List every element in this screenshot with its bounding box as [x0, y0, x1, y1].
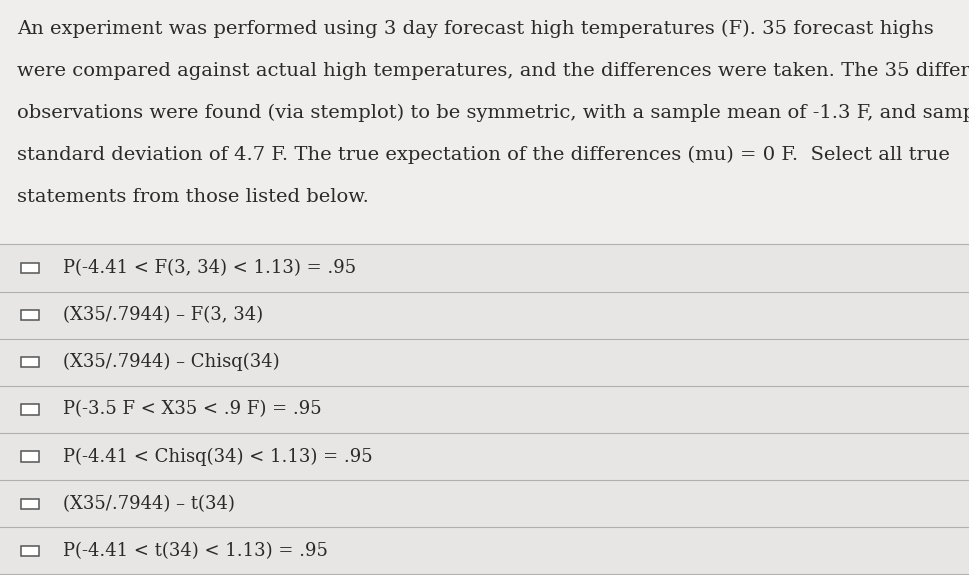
- Text: observations were found (via stemplot) to be symmetric, with a sample mean of -1: observations were found (via stemplot) t…: [17, 104, 969, 122]
- Text: (X35/.7944) – F(3, 34): (X35/.7944) – F(3, 34): [63, 306, 264, 324]
- Text: (X35/.7944) – Chisq(34): (X35/.7944) – Chisq(34): [63, 353, 280, 371]
- Text: P(-4.41 < t(34) < 1.13) = .95: P(-4.41 < t(34) < 1.13) = .95: [63, 542, 328, 560]
- Bar: [21, 357, 39, 367]
- Text: P(-4.41 < F(3, 34) < 1.13) = .95: P(-4.41 < F(3, 34) < 1.13) = .95: [63, 259, 357, 277]
- Text: statements from those listed below.: statements from those listed below.: [17, 188, 369, 206]
- Text: were compared against actual high temperatures, and the differences were taken. : were compared against actual high temper…: [17, 62, 969, 80]
- Bar: [21, 263, 39, 273]
- Text: standard deviation of 4.7 F. The true expectation of the differences (mu) = 0 F.: standard deviation of 4.7 F. The true ex…: [17, 146, 951, 164]
- Text: (X35/.7944) – t(34): (X35/.7944) – t(34): [63, 494, 234, 513]
- Bar: [21, 499, 39, 509]
- Bar: [21, 451, 39, 462]
- Bar: [21, 546, 39, 556]
- Text: P(-3.5 F < X35 < .9 F) = .95: P(-3.5 F < X35 < .9 F) = .95: [63, 400, 322, 419]
- Bar: [21, 404, 39, 415]
- Bar: [0, 244, 969, 574]
- Text: An experiment was performed using 3 day forecast high temperatures (F). 35 forec: An experiment was performed using 3 day …: [17, 20, 934, 39]
- Text: P(-4.41 < Chisq(34) < 1.13) = .95: P(-4.41 < Chisq(34) < 1.13) = .95: [63, 447, 373, 466]
- Bar: [21, 310, 39, 320]
